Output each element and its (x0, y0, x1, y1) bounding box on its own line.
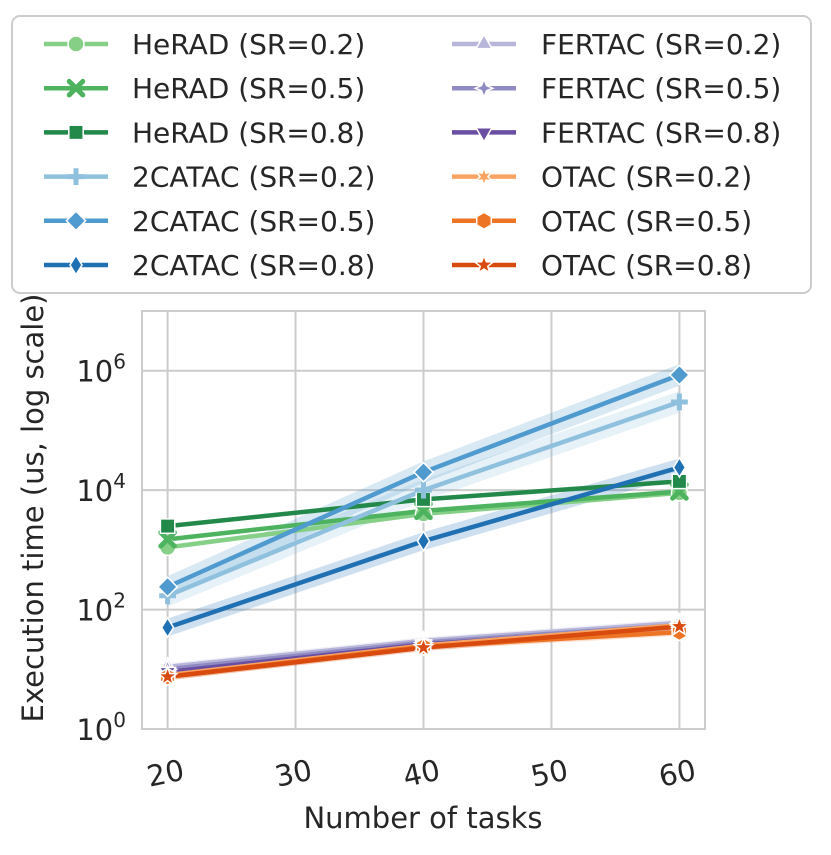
legend-label: HeRAD (SR=0.8) (132, 116, 365, 149)
data-point (668, 614, 691, 637)
data-point (415, 481, 432, 499)
x-axis-label: Number of tasks (303, 801, 542, 835)
legend-entry: 2CATAC (SR=0.5) (44, 205, 375, 238)
legend-entry: HeRAD (SR=0.8) (44, 116, 365, 149)
x-axis: 20 30 40 50 60 (144, 753, 699, 794)
legend-entry: FERTAC (SR=0.2) (452, 28, 781, 61)
legend-label: HeRAD (SR=0.2) (132, 28, 365, 61)
legend-entry: FERTAC (SR=0.8) (452, 116, 781, 149)
legend-entry: OTAC (SR=0.5) (452, 205, 752, 238)
x-tick-label: 60 (656, 753, 699, 794)
x-tick-label: 30 (272, 753, 315, 794)
legend-marker (475, 211, 493, 231)
x-tick-label: 40 (400, 753, 443, 794)
data-point (160, 616, 175, 639)
plot-frame (141, 310, 706, 730)
legend-entry: OTAC (SR=0.2) (452, 161, 752, 194)
legend-marker (474, 127, 494, 144)
y-axis-label: Execution time (us, log scale) (16, 294, 50, 723)
data-point (672, 456, 687, 479)
data-point (158, 530, 177, 549)
legend-entry: HeRAD (SR=0.2) (44, 28, 365, 61)
x-tick-label: 20 (144, 753, 187, 794)
legend-box (11, 15, 812, 294)
legend-label: FERTAC (SR=0.8) (541, 116, 781, 149)
legend-entry: 2CATAC (SR=0.2) (44, 161, 375, 194)
y-tick-label: 100 (76, 708, 126, 747)
legend-marker (474, 165, 494, 188)
legend-label: 2CATAC (SR=0.8) (132, 249, 375, 282)
data-point (159, 518, 176, 535)
legend-marker (65, 210, 87, 232)
legend-label: OTAC (SR=0.8) (541, 249, 752, 282)
data-point (156, 664, 179, 687)
legend-entry: OTAC (SR=0.8) (452, 249, 752, 282)
y-tick-label: 104 (76, 469, 126, 508)
legend-label: FERTAC (SR=0.2) (541, 28, 781, 61)
data-point (671, 393, 688, 411)
legend: HeRAD (SR=0.2) HeRAD (SR=0.5) HeRAD (SR=0.… (11, 15, 812, 294)
series-markers (156, 364, 691, 687)
y-axis: 100 102 104 106 (76, 350, 126, 747)
legend-marker (472, 253, 496, 275)
legend-entry: FERTAC (SR=0.5) (452, 72, 781, 105)
legend-marker (66, 78, 86, 98)
data-point (412, 635, 435, 658)
legend-label: HeRAD (SR=0.5) (132, 72, 365, 105)
legend-marker (474, 33, 494, 50)
legend-marker (67, 35, 85, 53)
y-tick-label: 106 (76, 350, 126, 389)
legend-label: 2CATAC (SR=0.5) (132, 205, 375, 238)
legend-marker (473, 77, 495, 99)
legend-label: OTAC (SR=0.5) (541, 205, 752, 238)
legend-label: 2CATAC (SR=0.2) (132, 161, 375, 194)
legend-label: OTAC (SR=0.2) (541, 161, 752, 194)
legend-marker (69, 253, 83, 277)
x-tick-label: 50 (528, 753, 571, 794)
data-point (412, 461, 435, 483)
legend-label: FERTAC (SR=0.5) (541, 72, 781, 105)
data-point (668, 364, 691, 386)
legend-marker (67, 168, 85, 185)
y-tick-label: 102 (76, 589, 126, 628)
legend-entry: 2CATAC (SR=0.8) (44, 249, 375, 282)
legend-marker (68, 124, 84, 141)
legend-entry: HeRAD (SR=0.5) (44, 72, 365, 105)
plot-area (141, 310, 706, 730)
data-point (416, 530, 431, 553)
data-point (156, 576, 179, 598)
